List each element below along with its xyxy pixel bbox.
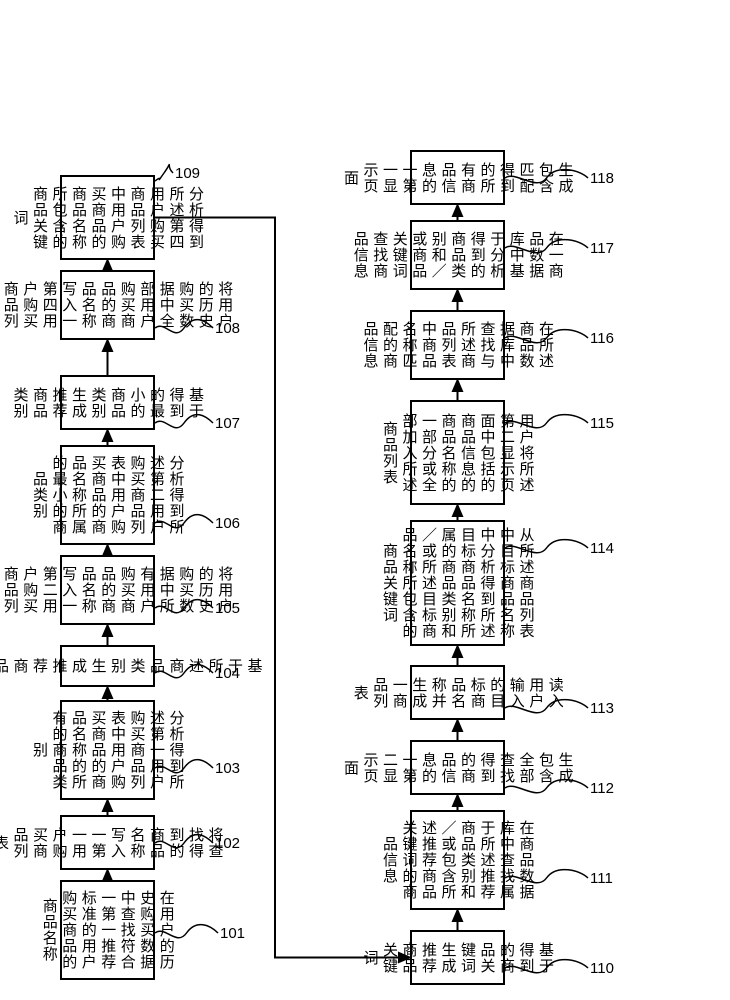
flow-node-b112: 生成包含全部查找得到的商品信息的一第二显示页面 (410, 740, 505, 795)
flow-node-text: 将用户的历史购买数据中全部用户购买商品的商品名称写入一第四用户购买商品列表 (0, 276, 234, 334)
flow-label-117: 117 (590, 240, 614, 257)
flow-node-text: 基于得到的商品关键词生成推荐商品关键词 (360, 936, 555, 979)
flow-node-text: 将查找得到的商品名称写入一第一用户购买商品列表 (0, 821, 225, 864)
flow-node-b101: 在用户的历史购买数据中查找符合一第一推荐标准的用户购买商品的商品名称 (60, 880, 155, 980)
flow-label-116: 116 (590, 330, 614, 347)
flow-node-b114: 从所述商品列表中目标商品名称中分析得到所述目标商品名称所属的商品类别和／或所述目… (410, 520, 505, 646)
flow-label-118: 118 (590, 170, 614, 187)
flow-node-text: 在用户的历史购买数据中查找符合一第一推荐标准的用户购买商品的商品名称 (39, 886, 176, 974)
flow-node-b106: 分析得到所述第二用户购买商品列表中用户购买商品的商品名称所属的最小的商品类别 (60, 445, 155, 545)
flow-node-b104: 基于所述商品类别生成推荐商品类别 (60, 645, 155, 687)
flow-label-113: 113 (590, 700, 614, 717)
flow-node-b111: 在商品数据库中查找属于所述推荐商品类别和／或包含所述推荐商品关键词的商品信息 (410, 810, 505, 910)
flow-node-text: 基于得到的最小的商品类别生成推荐商品类别 (10, 381, 205, 424)
flow-node-b117: 在一商品数据库中基于分析得到的商品类别和／或商品关键词查找商品信息 (410, 220, 505, 290)
flow-label-110: 110 (590, 960, 614, 977)
flow-node-b105: 将用户的历史购买数据中所有用户购买商品的商品名称写入一第二用户购买商品列表 (60, 555, 155, 625)
flow-node-text: 用户将所述第二显示页面中包括的商品信息的商品名称的一部分或全部加入所述商品列表 (380, 406, 536, 499)
flow-node-text: 生成包含匹配得到的所有商品信息的一第一显示页面 (341, 156, 575, 199)
flow-node-b110: 基于得到的商品关键词生成推荐商品关键词 (410, 930, 505, 985)
flow-node-text: 分析得到所述第二用户购买商品列表中用户购买商品的商品名称所属的最小的商品类别 (30, 451, 186, 539)
flow-node-text: 从所述商品列表中目标商品名称中分析得到所述目标商品名称所属的商品类别和／或所述目… (380, 526, 536, 640)
flow-node-b109: 分析得到所述第四用户购买商品列表中用户购买商品的商品名称所包含的商品关键词 (60, 175, 155, 260)
flow-label-102: 102 (215, 835, 240, 852)
flow-node-b118: 生成包含匹配得到的所有商品信息的一第一显示页面 (410, 150, 505, 205)
flow-node-text: 在商品数据库中查找属于所述推荐商品类别和／或包含所述推荐商品关键词的商品信息 (380, 816, 536, 904)
flow-node-b113: 读入用户输入的目标商品名称并生成一商品列表 (410, 665, 505, 720)
flow-node-b116: 在所述商品数据库中查找与所述商品列表中商品名称匹配的商品信息 (410, 310, 505, 380)
flow-label-104: 104 (215, 665, 240, 682)
flow-label-114: 114 (590, 540, 614, 557)
flow-label-107: 107 (215, 415, 240, 432)
flow-label-115: 115 (590, 415, 614, 432)
flow-node-text: 生成包含全部查找得到的商品信息的一第二显示页面 (341, 746, 575, 789)
flow-node-text: 分析得到所述第四用户购买商品列表中用户购买商品的商品名称所包含的商品关键词 (10, 181, 205, 254)
flow-label-101: 101 (220, 925, 245, 942)
flow-node-text: 分析得到所述第一用户购买商品列表中用户购买商品的商品名称的所有的商品类别 (30, 706, 186, 794)
flow-node-b107: 基于得到的最小的商品类别生成推荐商品类别 (60, 375, 155, 430)
flow-label-103: 103 (215, 760, 240, 777)
flow-node-b115: 用户将所述第二显示页面中包括的商品信息的商品名称的一部分或全部加入所述商品列表 (410, 400, 505, 505)
flow-node-text: 在一商品数据库中基于分析得到的商品类别和／或商品关键词查找商品信息 (350, 226, 565, 284)
flow-node-text: 将用户的历史购买数据中所有用户购买商品的商品名称写入一第二用户购买商品列表 (0, 561, 234, 619)
flow-label-105: 105 (215, 600, 240, 617)
flow-label-112: 112 (590, 780, 614, 797)
flow-node-b108: 将用户的历史购买数据中全部用户购买商品的商品名称写入一第四用户购买商品列表 (60, 270, 155, 340)
flow-label-109: 109 (175, 165, 200, 182)
flow-node-b102: 将查找得到的商品名称写入一第一用户购买商品列表 (60, 815, 155, 870)
flowchart-diagram: 在用户的历史购买数据中查找符合一第一推荐标准的用户购买商品的商品名称 将查找得到的… (0, 0, 730, 1000)
flow-node-text: 读入用户输入的目标商品名称并生成一商品列表 (350, 671, 565, 714)
flow-label-108: 108 (215, 320, 240, 337)
flow-node-b103: 分析得到所述第一用户购买商品列表中用户购买商品的商品名称的所有的商品类别 (60, 700, 155, 800)
flow-label-106: 106 (215, 515, 240, 532)
flow-label-111: 111 (590, 870, 613, 887)
flow-node-text: 在所述商品数据库中查找与所述商品列表中商品名称匹配的商品信息 (360, 316, 555, 374)
